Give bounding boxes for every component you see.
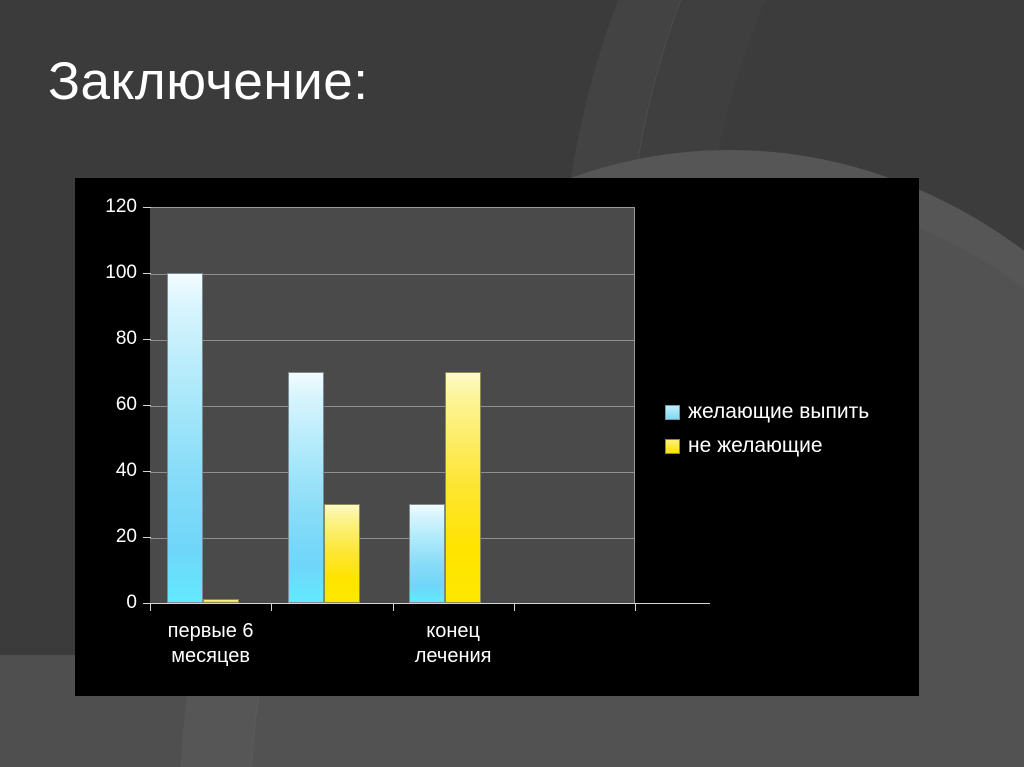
y-axis-tick-label: 80 [75,329,137,349]
gridline [150,340,634,341]
y-axis-tick-label-text: 100 [105,262,137,283]
y-tick-mark [143,537,151,538]
y-tick-mark [143,207,151,208]
chart-plot-area [150,207,635,603]
y-axis-tick-label-text: 80 [115,328,137,349]
chart-legend: желающие выпить не желающие [665,400,869,468]
y-axis-tick-label-text: 120 [105,196,137,217]
x-axis-line [150,603,710,604]
bar-yellow [323,504,360,603]
y-tick-mark [143,339,151,340]
y-axis-tick-label: 120 [75,197,137,217]
y-axis-tick-label: 100 [75,263,137,283]
x-tick-mark [635,603,636,611]
legend-item[interactable]: желающие выпить [665,400,869,424]
y-axis-tick-label: 0 [75,593,137,613]
y-axis-tick-label: 40 [75,461,137,481]
y-tick-mark [143,603,151,604]
y-axis-tick-label-text: 20 [115,526,137,547]
legend-item[interactable]: не желающие [665,434,869,458]
y-tick-mark [143,273,151,274]
x-tick-mark [513,603,515,611]
x-axis-category-label: конец лечения [414,620,492,667]
gridline [150,472,634,473]
gridline [150,538,634,539]
gridline [150,406,634,407]
blue-swatch-icon [665,404,680,420]
yellow-swatch-icon [665,438,680,454]
y-axis-tick-label: 60 [75,395,137,415]
y-axis-tick-label-text: 40 [115,460,137,481]
legend-item-label: не желающие [688,434,823,457]
bar-blue [166,273,203,603]
bar-yellow [445,372,482,603]
y-axis-tick-label: 20 [75,527,137,547]
y-tick-mark [143,471,151,472]
gridline [150,274,634,275]
bar-blue [409,504,446,603]
x-tick-mark [150,603,151,611]
y-axis-tick-label-text: 60 [115,394,137,415]
y-tick-mark [143,405,151,406]
y-axis-tick-label-text: 0 [126,592,137,613]
legend-item-label: желающие выпить [688,400,870,423]
x-tick-mark [271,603,273,611]
bar-blue [287,372,324,603]
x-axis-category-label: первые 6 месяцев [167,620,254,667]
page-title: Заключение: [48,52,369,111]
bar-chart: 0 20 40 60 80 100 120 первые 6 месяцев конец ле… [75,178,919,696]
bar-yellow [202,599,239,603]
x-tick-mark [392,603,394,611]
